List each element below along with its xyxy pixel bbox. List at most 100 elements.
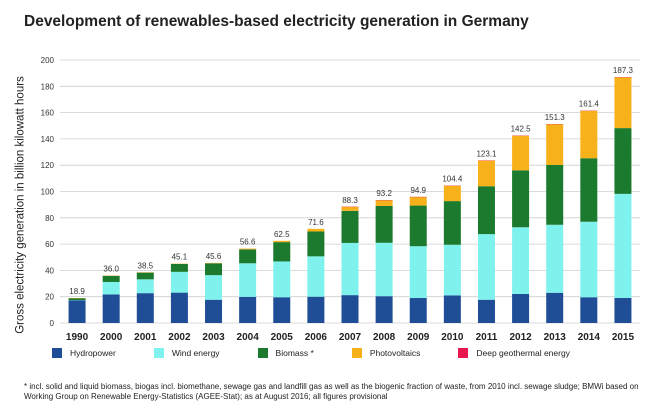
bar-segment-photovoltaics [512,135,530,171]
bar-segment-biomass [512,170,530,228]
x-tick-label: 2000 [100,332,123,343]
y-tick-label: 40 [45,266,54,275]
bar-segment-hydropower [341,295,359,323]
legend-swatch [351,348,362,358]
x-tick-label: 2003 [202,332,225,343]
x-tick-label: 2008 [373,332,396,343]
total-label: 142.5 [511,125,532,134]
bar-segment-wind [170,271,188,293]
x-tick-label: 2007 [339,332,362,343]
total-label: 38.5 [138,261,154,270]
bar-segment-hydropower [614,298,632,323]
bar-segment-wind [239,263,257,297]
total-label: 151.3 [545,113,566,122]
chart-title: Development of renewables-based electric… [24,13,529,30]
bar-segment-wind [614,193,632,299]
bar-segment-photovoltaics [546,124,564,165]
legend-swatch [458,348,469,358]
bar-segment-hydropower [375,296,393,323]
bar-segment-biomass [205,263,223,276]
legend-item: Photovoltaics [351,348,421,358]
x-tick-label: 2013 [544,332,567,343]
y-tick-label: 180 [41,82,55,91]
y-tick-label: 100 [41,188,55,197]
bar-segment-biomass [375,205,393,243]
bar-segment-hydropower [307,296,325,323]
bar-segment-photovoltaics [307,228,325,232]
bar-segment-photovoltaics [614,77,632,129]
bar-segment-hydropower [170,292,188,323]
x-tick-label: 2001 [134,332,157,343]
bar-segment-hydropower [68,300,86,323]
bar-segment-photovoltaics [273,240,291,243]
total-label: 88.3 [342,196,358,205]
bar-segment-wind [102,281,120,295]
bar-segment-wind [341,242,359,296]
bar-segment-photovoltaics [477,160,495,187]
bar-segment-biomass [546,164,564,225]
total-label: 104.4 [442,175,463,184]
bar-segment-biomass [239,249,257,264]
legend: Hydropower Wind energy Biomass * Photovolta… [52,348,608,358]
y-tick-label: 160 [41,109,55,118]
bar-segment-wind [409,246,427,299]
bar-segment-biomass [614,128,632,194]
total-label: 161.4 [579,100,600,109]
bar-segment-wind [546,224,564,293]
bar-segment-biomass [136,272,154,280]
legend-swatch [52,348,62,358]
bar-segment-photovoltaics [375,200,393,206]
y-tick-label: 0 [50,319,55,328]
legend-label: Photovoltaics [369,348,421,358]
legend-item: Hydropower [52,348,116,358]
bar-segment-wind [443,244,461,296]
footnote: * incl. solid and liquid biomass, biogas… [24,382,639,401]
stacked-bar-chart: 0 20 40 60 80 100 120 140 160 180 200 18.9 1990 36.0 2… [41,56,640,343]
legend-label: Deep geothermal energy [476,348,570,358]
total-label: 45.6 [206,252,222,261]
bar-segment-wind [375,242,393,297]
x-tick-label: 2011 [476,332,498,343]
y-tick-label: 200 [41,56,55,65]
bar-segment-wind [136,279,154,294]
bar-segment-photovoltaics [341,206,359,211]
bar-segment-biomass [341,210,359,243]
bar-segment-hydropower [102,294,120,323]
total-label: 56.6 [240,238,256,247]
bar-segment-wind [273,261,291,298]
legend-label: Biomass * [275,348,314,358]
bar-segment-photovoltaics [239,248,257,250]
x-tick-label: 2015 [612,332,635,343]
x-tick-label: 2005 [271,332,294,343]
bar-segment-hydropower [580,297,598,323]
bar-segment-hydropower [443,295,461,323]
bar-segment-hydropower [205,299,223,323]
legend-label: Hydropower [70,348,116,358]
bar-segment-photovoltaics [580,110,598,159]
legend-item: Wind energy [153,348,220,358]
bar-segment-hydropower [409,298,427,323]
y-tick-label: 140 [41,135,55,144]
bar-segment-photovoltaics [443,185,461,202]
bar-segment-biomass [170,263,188,272]
x-tick-label: 1990 [66,332,89,343]
legend-item: Biomass * [257,348,314,358]
bar-segment-hydropower [239,296,257,323]
legend-swatch [153,348,164,358]
x-tick-label: 2014 [578,332,601,343]
x-tick-label: 2009 [407,332,430,343]
total-label: 123.1 [476,149,497,158]
bar-segment-biomass [477,186,495,235]
total-label: 62.5 [274,230,290,239]
bar-segment-hydropower [273,297,291,323]
total-label: 45.1 [172,253,188,262]
bar-segment-wind [580,221,598,298]
total-label: 71.6 [308,218,324,227]
total-label: 94.9 [410,186,426,195]
x-tick-label: 2006 [305,332,328,343]
bar-segment-wind [512,227,530,294]
x-tick-label: 2012 [509,332,532,343]
y-tick-label: 80 [45,214,54,223]
legend-label: Wind energy [171,348,220,358]
